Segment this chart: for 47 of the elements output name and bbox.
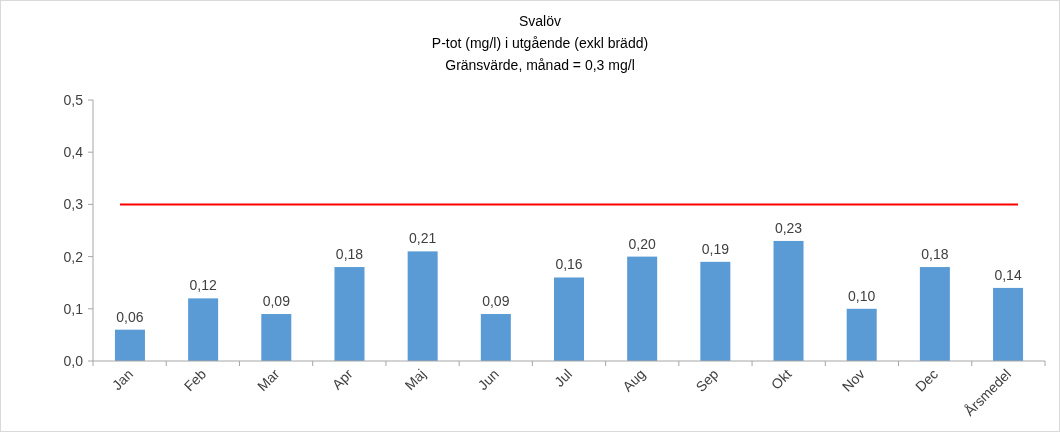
bar: [773, 240, 804, 361]
bar: [334, 267, 365, 361]
x-tick-label: Jan: [108, 365, 137, 394]
y-tick-label: 0,1: [63, 300, 84, 317]
x-tick-label: Jul: [551, 365, 576, 390]
bar: [480, 314, 511, 361]
bar: [919, 267, 950, 361]
data-label: 0,23: [774, 219, 803, 236]
bar: [261, 314, 292, 361]
data-label: 0,09: [262, 293, 291, 310]
x-tick-label: Jun: [474, 365, 502, 394]
bar: [114, 329, 145, 361]
data-label: 0,18: [921, 246, 949, 263]
bar: [846, 308, 877, 361]
y-tick-label: 0,4: [63, 144, 84, 161]
data-label: 0,06: [116, 308, 144, 325]
bar: [700, 261, 731, 361]
x-tick-label: Nov: [838, 365, 868, 395]
text: Gränsvärde, månad = 0,3 mg/l: [445, 57, 635, 73]
data-label: 0,09: [482, 293, 510, 310]
y-tick-label: 0,5: [63, 92, 84, 108]
bar: [993, 287, 1024, 361]
data-label: 0,18: [335, 246, 364, 263]
data-label: 0,10: [848, 287, 876, 304]
chart-subtitle: P-tot (mg/l) i utgående (exkl brädd): [431, 35, 649, 51]
y-tick-label: 0,0: [63, 353, 84, 369]
bar: [627, 256, 658, 361]
data-label: 0,12: [189, 277, 217, 294]
x-tick-label: Feb: [180, 365, 210, 395]
data-label: 0,20: [628, 235, 657, 252]
data-label: 0,21: [409, 230, 437, 247]
bar: [554, 277, 584, 361]
data-label: 0,14: [994, 266, 1022, 283]
x-tick-label: Mar: [254, 365, 283, 395]
y-tick-label: 0,2: [63, 248, 84, 265]
x-tick-label: Aug: [619, 365, 649, 395]
x-tick-label: Maj: [401, 365, 429, 394]
chart-title: Svalöv: [518, 13, 562, 29]
x-tick-label: Okt: [767, 365, 795, 393]
bar: [407, 251, 438, 361]
x-tick-label: Apr: [328, 365, 356, 393]
data-label: 0,16: [555, 256, 583, 273]
x-tick-label: Dec: [912, 365, 941, 395]
data-label: 0,19: [701, 240, 730, 257]
x-tick-label: Sep: [692, 365, 722, 395]
bar: [188, 298, 219, 361]
y-tick-label: 0,3: [63, 196, 84, 213]
